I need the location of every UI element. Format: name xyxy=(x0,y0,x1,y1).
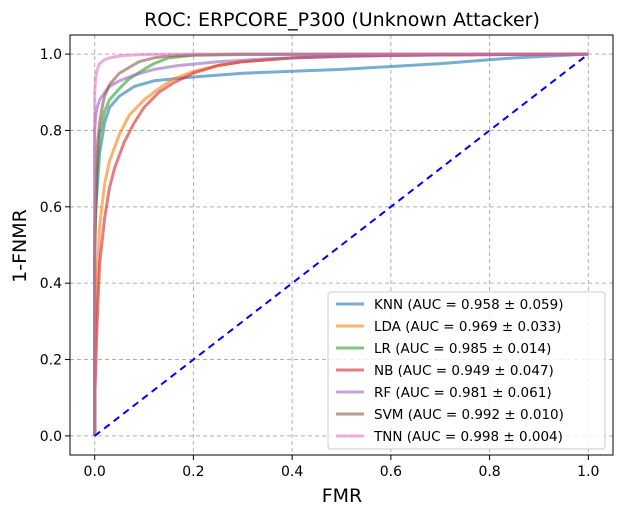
legend-label-3: NB (AUC = 0.949 ± 0.047) xyxy=(374,363,554,379)
legend-box xyxy=(327,291,606,450)
series-line-6 xyxy=(93,52,589,436)
x-tick-label-0: 0.0 xyxy=(84,464,106,480)
x-tick-label-4: 0.8 xyxy=(478,464,500,480)
legend-label-4: RF (AUC = 0.981 ± 0.061) xyxy=(374,385,552,401)
y-tick-label-2: 0.4 xyxy=(40,276,62,292)
series-lines xyxy=(93,52,589,437)
series-line-4 xyxy=(93,52,589,436)
y-axis-ticks: 0.0 0.2 0.4 0.6 0.8 1.0 xyxy=(40,47,70,445)
y-tick-label-3: 0.6 xyxy=(40,200,62,216)
legend: KNN (AUC = 0.958 ± 0.059) LDA (AUC = 0.96… xyxy=(327,291,606,450)
y-tick-label-1: 0.2 xyxy=(40,353,62,369)
x-tick-label-2: 0.4 xyxy=(281,464,303,480)
y-axis-label: 1-FNMR xyxy=(9,209,31,283)
reference-diagonal-line xyxy=(94,53,589,437)
y-tick-label-5: 1.0 xyxy=(40,47,62,63)
y-tick-label-4: 0.8 xyxy=(40,123,62,139)
legend-label-2: LR (AUC = 0.985 ± 0.014) xyxy=(374,341,551,357)
x-axis-label: FMR xyxy=(322,485,363,507)
y-tick-label-0: 0.0 xyxy=(40,429,62,445)
x-tick-label-5: 1.0 xyxy=(577,464,599,480)
legend-label-0: KNN (AUC = 0.958 ± 0.059) xyxy=(374,297,564,313)
chart-title: ROC: ERPCORE_P300 (Unknown Attacker) xyxy=(144,9,540,31)
plot-frame xyxy=(69,34,614,456)
x-axis-ticks: 0.0 0.2 0.4 0.6 0.8 1.0 xyxy=(84,455,599,480)
legend-label-1: LDA (AUC = 0.969 ± 0.033) xyxy=(374,319,561,335)
x-tick-label-3: 0.6 xyxy=(380,464,402,480)
x-tick-label-1: 0.2 xyxy=(182,464,204,480)
legend-label-5: SVM (AUC = 0.992 ± 0.010) xyxy=(374,407,564,423)
legend-label-6: TNN (AUC = 0.998 ± 0.004) xyxy=(373,429,563,445)
